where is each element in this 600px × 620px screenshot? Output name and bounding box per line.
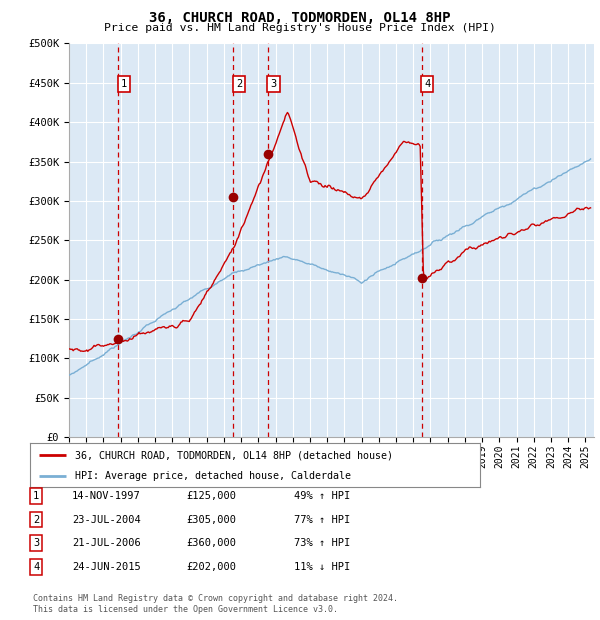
Text: 2: 2 — [236, 79, 242, 89]
Text: £360,000: £360,000 — [186, 538, 236, 548]
Text: £305,000: £305,000 — [186, 515, 236, 525]
Text: 36, CHURCH ROAD, TODMORDEN, OL14 8HP: 36, CHURCH ROAD, TODMORDEN, OL14 8HP — [149, 11, 451, 25]
Text: 11% ↓ HPI: 11% ↓ HPI — [294, 562, 350, 572]
Text: Price paid vs. HM Land Registry's House Price Index (HPI): Price paid vs. HM Land Registry's House … — [104, 23, 496, 33]
Text: 36, CHURCH ROAD, TODMORDEN, OL14 8HP (detached house): 36, CHURCH ROAD, TODMORDEN, OL14 8HP (de… — [75, 450, 393, 460]
Text: 23-JUL-2004: 23-JUL-2004 — [72, 515, 141, 525]
Text: 73% ↑ HPI: 73% ↑ HPI — [294, 538, 350, 548]
Text: 3: 3 — [33, 538, 39, 548]
Text: 77% ↑ HPI: 77% ↑ HPI — [294, 515, 350, 525]
Text: HPI: Average price, detached house, Calderdale: HPI: Average price, detached house, Cald… — [75, 471, 351, 481]
Text: 3: 3 — [270, 79, 277, 89]
Text: £202,000: £202,000 — [186, 562, 236, 572]
Text: 21-JUL-2006: 21-JUL-2006 — [72, 538, 141, 548]
Text: 4: 4 — [33, 562, 39, 572]
Text: Contains HM Land Registry data © Crown copyright and database right 2024.
This d: Contains HM Land Registry data © Crown c… — [33, 595, 398, 614]
Text: 2: 2 — [33, 515, 39, 525]
Text: 49% ↑ HPI: 49% ↑ HPI — [294, 491, 350, 501]
Text: 1: 1 — [121, 79, 127, 89]
Text: 1: 1 — [33, 491, 39, 501]
Text: 24-JUN-2015: 24-JUN-2015 — [72, 562, 141, 572]
Text: 14-NOV-1997: 14-NOV-1997 — [72, 491, 141, 501]
Text: £125,000: £125,000 — [186, 491, 236, 501]
Text: 4: 4 — [424, 79, 430, 89]
